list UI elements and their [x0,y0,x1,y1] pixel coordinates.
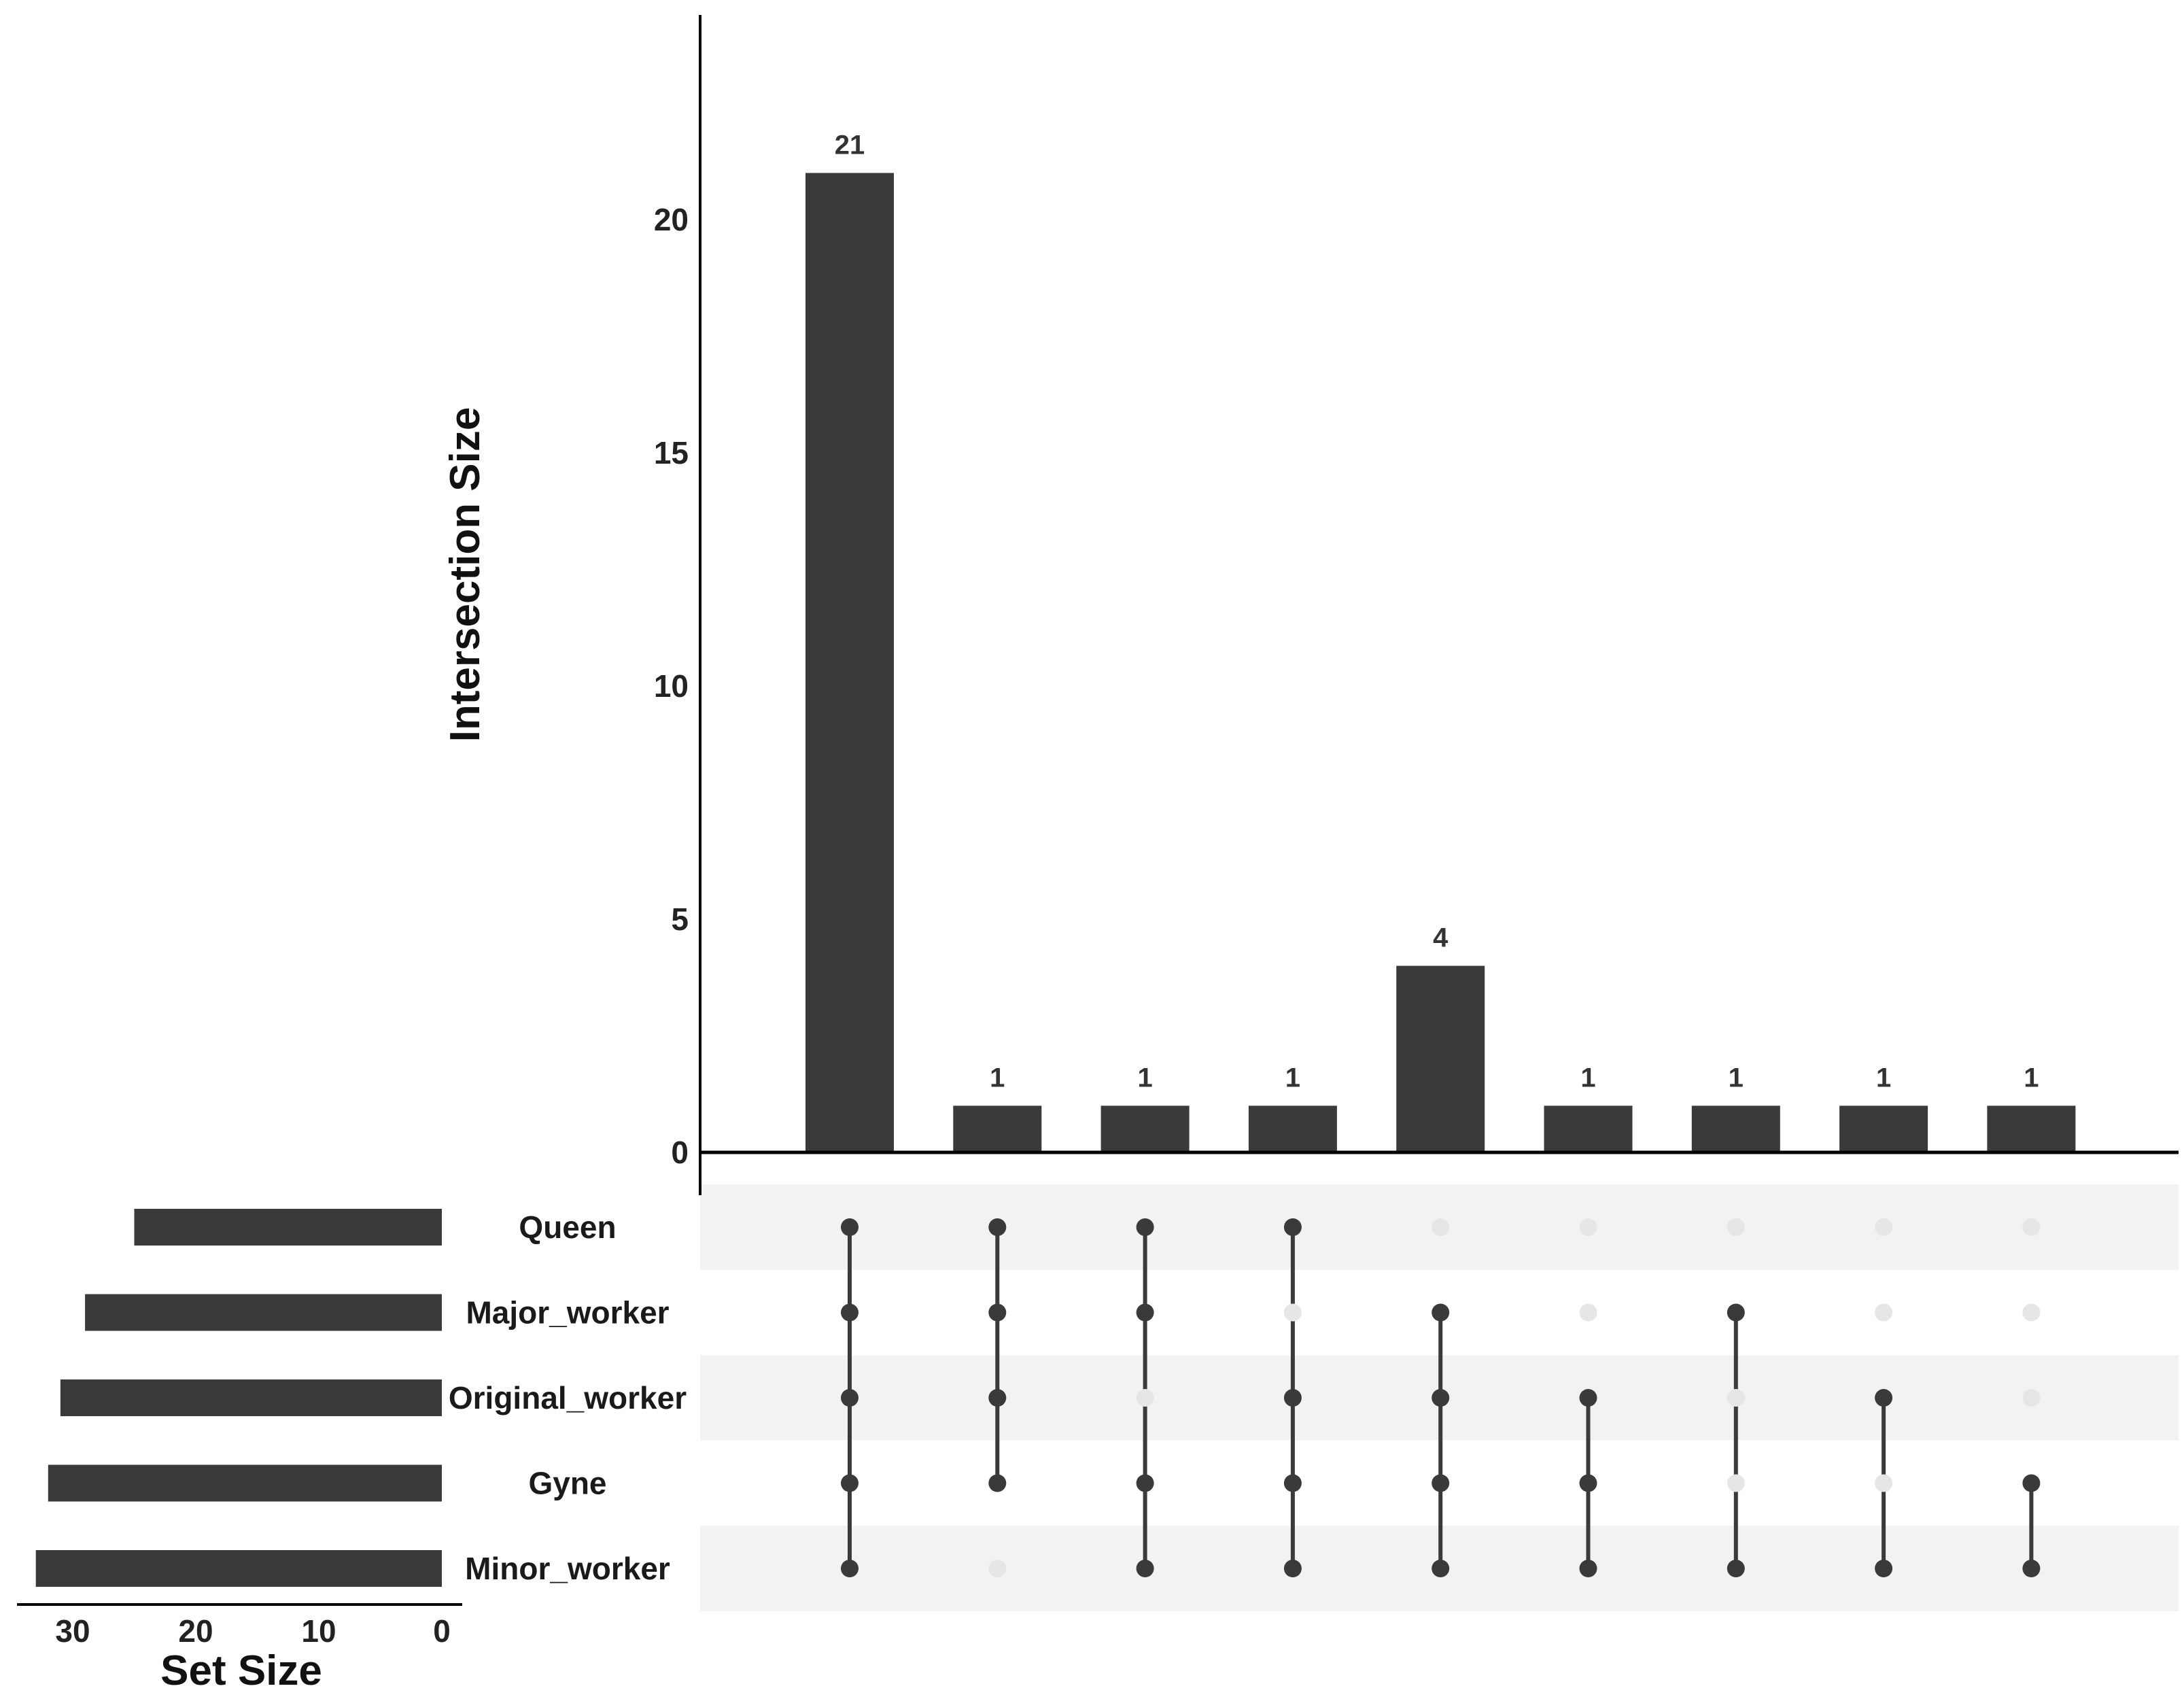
intersection-matrix [841,1218,2041,1577]
matrix-dot-4-minor-worker [1283,1560,1302,1577]
matrix-dot-6-major-worker [1579,1303,1597,1322]
set-size-tick-30: 30 [55,1613,90,1649]
intersection-bar-label-3: 1 [1137,1063,1152,1093]
set-size-tick-20: 20 [178,1613,213,1649]
matrix-dot-2-minor-worker [988,1560,1007,1577]
matrix-dot-4-original-worker [1283,1389,1302,1407]
matrix-dot-8-queen [1875,1218,1893,1236]
intersection-bar-label-2: 1 [990,1063,1005,1093]
set-name-gyne: Gyne [528,1466,606,1501]
matrix-dot-2-original-worker [988,1389,1007,1407]
matrix-dot-1-gyne [841,1474,859,1492]
set-name-original-worker: Original_worker [449,1380,687,1415]
matrix-dot-9-queen [2022,1218,2041,1236]
matrix-dot-6-original-worker [1579,1389,1597,1407]
intersection-bar-3 [1100,1105,1190,1152]
intersection-y-tick-10: 10 [654,668,689,704]
intersection-bar-label-7: 1 [1729,1063,1744,1093]
intersection-bar-4 [1248,1105,1337,1152]
matrix-dot-9-gyne [2022,1474,2041,1492]
matrix-dot-5-major-worker [1432,1303,1450,1322]
matrix-dot-7-original-worker [1727,1389,1745,1407]
set-size-bar-major-worker [85,1294,443,1331]
matrix-dot-7-queen [1727,1218,1745,1236]
intersection-bar-label-4: 1 [1285,1063,1300,1093]
matrix-dot-8-gyne [1875,1474,1893,1492]
intersection-bar-label-9: 1 [2024,1063,2039,1093]
matrix-dot-9-minor-worker [2022,1560,2041,1577]
intersection-bars [805,173,2076,1152]
intersection-bar-1 [805,173,894,1152]
set-name-queen: Queen [519,1209,616,1245]
matrix-dot-5-gyne [1432,1474,1450,1492]
matrix-dot-3-major-worker [1136,1303,1154,1322]
set-size-axis: 30 20 10 0 Set Size [17,1603,462,1694]
intersection-bar-label-8: 1 [1876,1063,1891,1093]
matrix-dot-3-minor-worker [1136,1560,1154,1577]
matrix-dot-8-minor-worker [1875,1560,1893,1577]
set-name-minor-worker: Minor_worker [465,1551,670,1586]
set-size-bars [35,1209,443,1587]
intersection-bar-7 [1691,1105,1780,1152]
matrix-dot-5-minor-worker [1432,1560,1450,1577]
intersection-bar-label-6: 1 [1580,1063,1595,1093]
matrix-dot-7-gyne [1727,1474,1745,1492]
intersection-y-ticks: 0 5 10 15 20 [654,202,689,1170]
intersection-size-axis: 0 5 10 15 20 Intersection Size [442,15,2179,1195]
set-size-tick-10: 10 [301,1613,336,1649]
matrix-dot-2-gyne [988,1474,1007,1492]
matrix-dot-4-gyne [1283,1474,1302,1492]
matrix-dot-3-gyne [1136,1474,1154,1492]
matrix-dot-4-queen [1283,1218,1302,1236]
intersection-y-tick-15: 15 [654,435,689,470]
matrix-dot-5-original-worker [1432,1389,1450,1407]
set-size-bar-minor-worker [35,1550,442,1587]
matrix-dot-2-queen [988,1218,1007,1236]
matrix-dot-6-gyne [1579,1474,1597,1492]
intersection-size-axis-title: Intersection Size [442,407,489,742]
matrix-dot-5-queen [1432,1218,1450,1236]
intersection-bar-8 [1839,1105,1928,1152]
intersection-bar-label-5: 4 [1433,923,1449,953]
set-size-ticks: 30 20 10 0 [55,1613,450,1649]
matrix-dot-6-queen [1579,1218,1597,1236]
intersection-y-tick-5: 5 [671,902,689,937]
matrix-dot-8-major-worker [1875,1303,1893,1322]
intersection-bar-5 [1396,965,1485,1152]
matrix-dot-2-major-worker [988,1303,1007,1322]
set-size-axis-title: Set Size [160,1647,322,1694]
intersection-bar-labels: 211 1 141 1 1 1 [835,130,2039,1093]
matrix-dot-8-original-worker [1875,1389,1893,1407]
set-name-labels: Queen Major_worker Original_worker Gyne Mino… [449,1209,687,1586]
intersection-bar-2 [953,1105,1042,1152]
matrix-dot-3-original-worker [1136,1389,1154,1407]
matrix-dot-1-original-worker [841,1389,859,1407]
intersection-bar-label-1: 21 [835,130,865,160]
matrix-dot-3-queen [1136,1218,1154,1236]
set-size-bar-gyne [48,1464,443,1502]
matrix-dot-9-original-worker [2022,1389,2041,1407]
intersection-y-tick-0: 0 [671,1135,689,1170]
matrix-dot-7-minor-worker [1727,1560,1745,1577]
set-name-major-worker: Major_worker [466,1295,669,1331]
intersection-bar-6 [1544,1105,1633,1152]
matrix-dot-9-major-worker [2022,1303,2041,1322]
set-size-bar-original-worker [60,1379,442,1416]
matrix-dot-1-minor-worker [841,1560,859,1577]
intersection-y-tick-20: 20 [654,202,689,237]
matrix-dot-6-minor-worker [1579,1560,1597,1577]
matrix-dot-7-major-worker [1727,1303,1745,1322]
set-size-tick-0: 0 [433,1613,451,1649]
matrix-dot-1-queen [841,1218,859,1236]
matrix-dot-1-major-worker [841,1303,859,1322]
matrix-dot-4-major-worker [1283,1303,1302,1322]
set-size-bar-queen [134,1209,442,1246]
intersection-bar-9 [1987,1105,2076,1152]
